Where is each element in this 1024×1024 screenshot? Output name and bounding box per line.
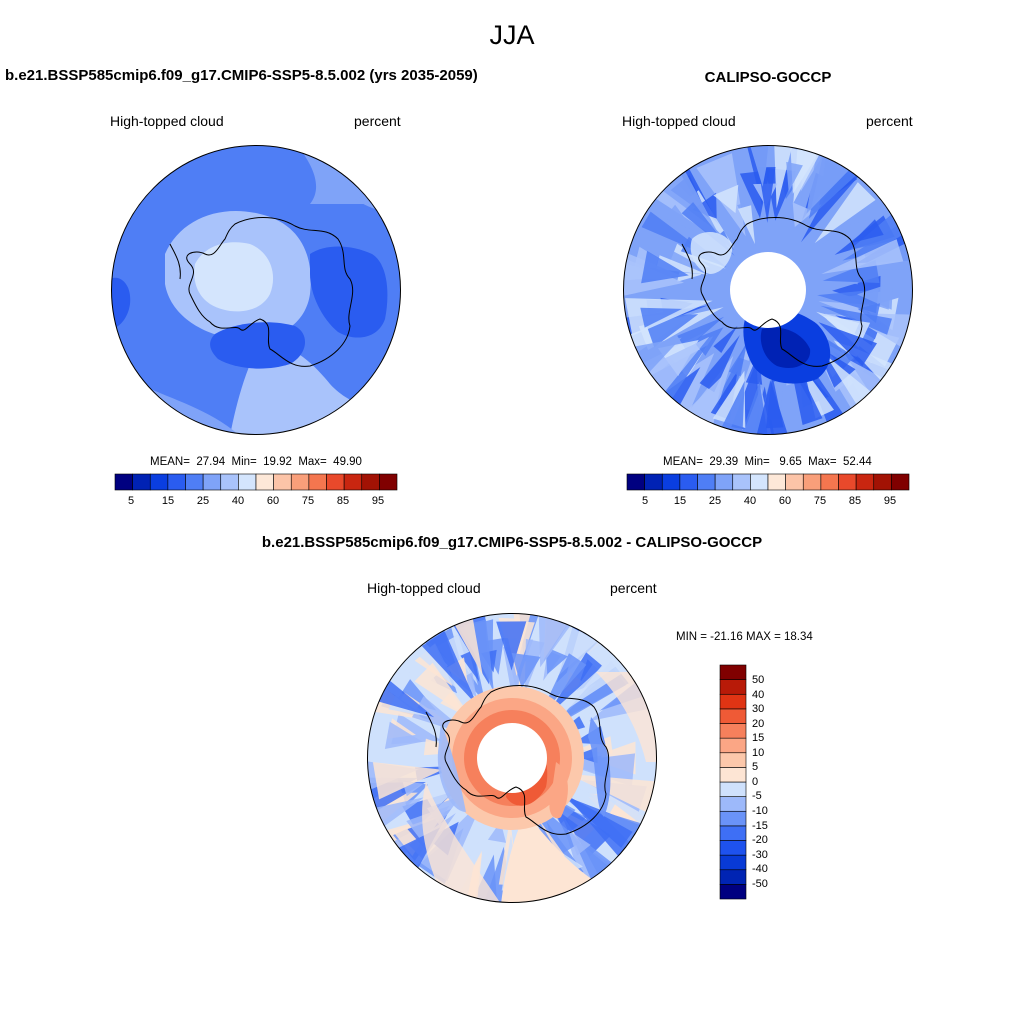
colorbar-swatch — [697, 473, 716, 491]
colorbar-tick: 40 — [231, 495, 245, 507]
colorbar-swatch — [326, 473, 345, 491]
colorbar-tick: 10 — [752, 747, 765, 759]
season-title: JJA — [489, 20, 535, 50]
colorbar-swatch — [785, 473, 804, 491]
colorbar-swatch — [719, 796, 747, 812]
colorbar-swatch — [379, 473, 398, 491]
colorbar-swatch — [820, 473, 839, 491]
colorbar-swatch — [719, 708, 747, 724]
colorbar-swatch — [714, 473, 734, 491]
colorbar-swatch — [891, 473, 910, 491]
colorbar-swatch — [719, 737, 747, 754]
colorbar-tick: -50 — [752, 878, 768, 890]
colorbar-swatch — [719, 664, 747, 680]
colorbar-swatch — [873, 473, 892, 491]
colorbar-swatch — [750, 473, 769, 491]
colorbar-swatch — [661, 473, 681, 491]
colorbar-tick: 60 — [778, 495, 792, 507]
colorbar-swatch — [719, 693, 747, 710]
colorbar-swatch — [719, 767, 747, 783]
colorbar-swatch — [719, 781, 747, 797]
colorbar-swatch — [290, 473, 310, 491]
colorbar-tick: 95 — [883, 495, 897, 507]
obs-stats: MEAN= 29.39 Min= 9.65 Max= 52.44 — [663, 456, 872, 468]
colorbar-swatch — [719, 854, 747, 871]
colorbar-tick: 0 — [752, 776, 759, 788]
colorbar-swatch — [220, 473, 239, 491]
colorbar-tick: 15 — [752, 732, 765, 744]
diff-colorbar — [719, 664, 747, 900]
model-units-label: percent — [354, 113, 401, 129]
diff-variable-label: High-topped cloud — [367, 580, 481, 596]
colorbar-swatch — [361, 473, 380, 491]
diff-polar-map — [367, 613, 657, 903]
colorbar-swatch — [719, 869, 747, 885]
colorbar-tick: 40 — [743, 495, 757, 507]
model-panel-title: b.e21.BSSP585cmip6.f09_g17.CMIP6-SSP5-8.… — [5, 67, 478, 84]
colorbar-tick: -10 — [752, 805, 768, 817]
model-variable-label: High-topped cloud — [110, 113, 224, 129]
diff-panel-title: b.e21.BSSP585cmip6.f09_g17.CMIP6-SSP5-8.… — [261, 534, 763, 551]
model-stats: MEAN= 27.94 Min= 19.92 Max= 49.90 — [150, 456, 362, 468]
colorbar-tick: -5 — [752, 790, 762, 802]
colorbar-swatch — [273, 473, 292, 491]
colorbar-tick: 50 — [752, 674, 765, 686]
colorbar-swatch — [202, 473, 222, 491]
colorbar-swatch — [838, 473, 857, 491]
colorbar-tick: 30 — [752, 703, 765, 715]
obs-panel-title: CALIPSO-GOCCP — [704, 69, 832, 86]
colorbar-tick: 40 — [752, 689, 765, 701]
model-polar-map — [111, 145, 401, 435]
colorbar-tick: 5 — [752, 761, 759, 773]
colorbar-swatch — [732, 473, 751, 491]
colorbar-tick: 5 — [127, 495, 135, 507]
colorbar-swatch — [719, 723, 747, 739]
colorbar-tick: -30 — [752, 849, 768, 861]
colorbar-swatch — [644, 473, 663, 491]
colorbar-swatch — [802, 473, 822, 491]
colorbar-swatch — [238, 473, 257, 491]
colorbar-swatch — [185, 473, 204, 491]
colorbar-swatch — [679, 473, 698, 491]
colorbar-tick: 5 — [641, 495, 649, 507]
colorbar-swatch — [626, 473, 645, 491]
colorbar-swatch — [719, 884, 747, 900]
colorbar-swatch — [767, 473, 786, 491]
diff-minmax: MIN = -21.16 MAX = 18.34 — [676, 631, 813, 643]
colorbar-tick: 95 — [371, 495, 385, 507]
colorbar-tick: 85 — [848, 495, 862, 507]
colorbar-tick: 20 — [752, 718, 765, 730]
colorbar-tick: 15 — [161, 495, 175, 507]
colorbar-swatch — [719, 825, 747, 841]
colorbar-swatch — [719, 752, 747, 768]
colorbar-tick: -40 — [752, 863, 768, 875]
colorbar-tick: 15 — [673, 495, 687, 507]
model-colorbar — [114, 473, 398, 491]
colorbar-swatch — [149, 473, 169, 491]
obs-variable-label: High-topped cloud — [622, 113, 736, 129]
obs-polar-map — [623, 145, 913, 435]
colorbar-tick: 85 — [336, 495, 350, 507]
colorbar-swatch — [719, 679, 747, 695]
colorbar-tick: 60 — [266, 495, 280, 507]
colorbar-swatch — [855, 473, 875, 491]
colorbar-tick: -20 — [752, 834, 768, 846]
colorbar-swatch — [255, 473, 274, 491]
colorbar-tick: 25 — [708, 495, 722, 507]
colorbar-swatch — [343, 473, 363, 491]
diff-units-label: percent — [610, 580, 657, 596]
colorbar-tick: 75 — [301, 495, 315, 507]
colorbar-swatch — [719, 840, 747, 856]
colorbar-tick: 25 — [196, 495, 210, 507]
colorbar-swatch — [719, 810, 747, 827]
colorbar-swatch — [308, 473, 327, 491]
obs-colorbar — [626, 473, 910, 491]
obs-units-label: percent — [866, 113, 913, 129]
colorbar-tick: 75 — [813, 495, 827, 507]
colorbar-swatch — [167, 473, 186, 491]
colorbar-swatch — [132, 473, 151, 491]
colorbar-tick: -15 — [752, 820, 768, 832]
colorbar-swatch — [114, 473, 133, 491]
